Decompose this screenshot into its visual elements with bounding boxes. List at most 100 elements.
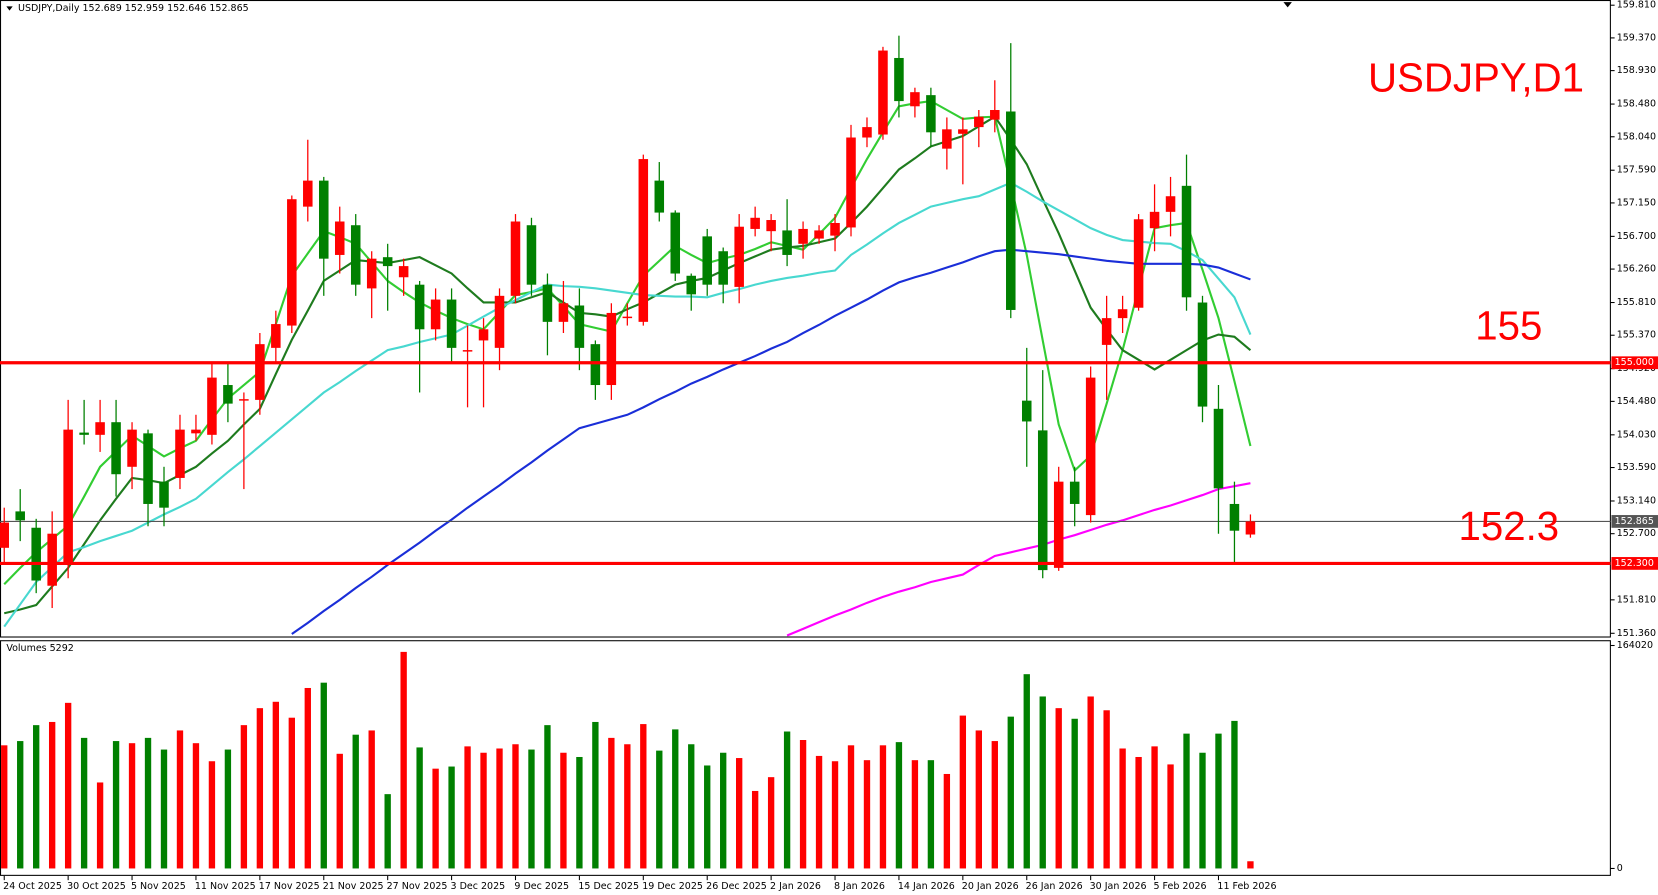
volume-bar — [480, 752, 487, 869]
candle-body — [1245, 521, 1256, 535]
candle-body — [1085, 377, 1096, 516]
y-tick-label: 155.370 — [1617, 330, 1656, 341]
volume-bar — [320, 682, 327, 869]
volume-bar — [991, 741, 998, 869]
x-tick-label: 14 Jan 2026 — [898, 881, 955, 892]
candle-body — [319, 180, 329, 259]
volume-bar — [256, 708, 264, 869]
y-tick-label: 154.030 — [1617, 429, 1656, 440]
candle-body — [574, 305, 585, 348]
y-tick-label: 152.700 — [1617, 528, 1656, 539]
volume-bar — [33, 725, 40, 869]
x-tick-label: 21 Nov 2025 — [323, 881, 384, 892]
candle-body — [207, 377, 217, 435]
y-tick-label: 158.480 — [1617, 99, 1656, 110]
candle-body — [926, 95, 936, 133]
volume-bar — [208, 761, 216, 869]
candle-body — [862, 127, 872, 138]
chart-shift-marker — [1283, 2, 1292, 8]
volume-bar — [592, 721, 599, 869]
volume-bar — [879, 745, 887, 869]
candle-body — [1037, 430, 1048, 571]
candle-body — [830, 222, 840, 236]
y-tick-label: 151.360 — [1617, 628, 1656, 639]
volume-bar — [176, 730, 184, 869]
volume-bar — [767, 777, 775, 869]
candle-body — [1101, 318, 1112, 345]
volume-tick-label: 0 — [1617, 863, 1623, 874]
candle-body — [670, 212, 681, 274]
volume-bar — [927, 760, 935, 869]
volume-bar — [512, 744, 519, 869]
x-tick-label: 30 Jan 2026 — [1090, 881, 1147, 892]
volume-bar — [560, 752, 567, 869]
volume-bar — [416, 747, 423, 869]
candle-body — [638, 159, 649, 322]
volume-bar — [911, 760, 919, 869]
x-tick-label: 5 Nov 2025 — [131, 881, 186, 892]
candle-body — [814, 230, 824, 239]
candle-body — [1229, 503, 1240, 531]
candle-body — [143, 433, 153, 504]
volume-bar — [704, 765, 711, 869]
candle-body — [942, 129, 952, 149]
volume-bar — [1023, 674, 1030, 869]
volume-bar — [895, 742, 903, 869]
candle-body — [686, 275, 697, 295]
candle-body — [702, 236, 712, 285]
volume-bar — [1199, 752, 1206, 869]
candle-body — [606, 312, 617, 386]
x-tick-label: 11 Nov 2025 — [195, 881, 256, 892]
volume-bar — [1167, 764, 1174, 869]
header-marker — [6, 6, 13, 11]
x-tick-label: 11 Feb 2026 — [1217, 881, 1276, 892]
volume-bar — [783, 731, 791, 869]
candle-body — [1117, 309, 1128, 319]
y-tick-label: 156.260 — [1617, 264, 1656, 275]
candle-body — [510, 221, 521, 296]
volume-bar — [432, 768, 439, 869]
volume-bar — [1135, 756, 1142, 869]
volume-bar — [943, 773, 951, 869]
candle-body — [1165, 196, 1176, 212]
candle-body — [47, 533, 57, 586]
x-tick-label: 27 Nov 2025 — [387, 881, 448, 892]
candle-body — [31, 527, 41, 581]
candle-body — [15, 511, 25, 521]
y-tick-label: 155.810 — [1617, 297, 1656, 308]
current-price-label: 152.865 — [1615, 516, 1654, 527]
candle-body — [558, 303, 569, 322]
moving-average-line — [291, 248, 1251, 635]
candle-body — [590, 344, 601, 386]
candle-body — [542, 284, 553, 322]
volume-bar — [863, 760, 871, 869]
y-tick-label: 154.480 — [1617, 396, 1656, 407]
volume-bar — [1183, 733, 1190, 869]
candle-body — [1149, 211, 1160, 229]
y-tick-label: 153.590 — [1617, 462, 1656, 473]
volume-bar — [831, 761, 839, 869]
volume-bar — [400, 651, 407, 869]
candle-body — [782, 230, 792, 255]
volume-bar — [1087, 696, 1094, 869]
candle-body — [878, 50, 888, 135]
volume-bar — [528, 749, 535, 869]
volume-bar — [144, 737, 152, 869]
candle-body — [239, 399, 249, 401]
candle-body — [1133, 219, 1144, 308]
candle-body — [398, 266, 409, 278]
candle-body — [990, 110, 1000, 120]
volume-bar — [128, 743, 136, 869]
y-tick-label: 157.590 — [1617, 165, 1656, 176]
volume-bar — [352, 734, 359, 869]
level-annotation: 152.3 — [1459, 504, 1560, 549]
volume-bar — [1103, 710, 1110, 869]
candle-body — [287, 199, 297, 326]
candle-body — [303, 180, 313, 207]
level-annotation: 155 — [1475, 303, 1542, 348]
level-label-box — [1611, 557, 1658, 570]
volume-bar — [1151, 746, 1158, 869]
volume-bar — [192, 743, 200, 869]
candle-body — [750, 217, 760, 229]
candle-body — [622, 316, 633, 319]
